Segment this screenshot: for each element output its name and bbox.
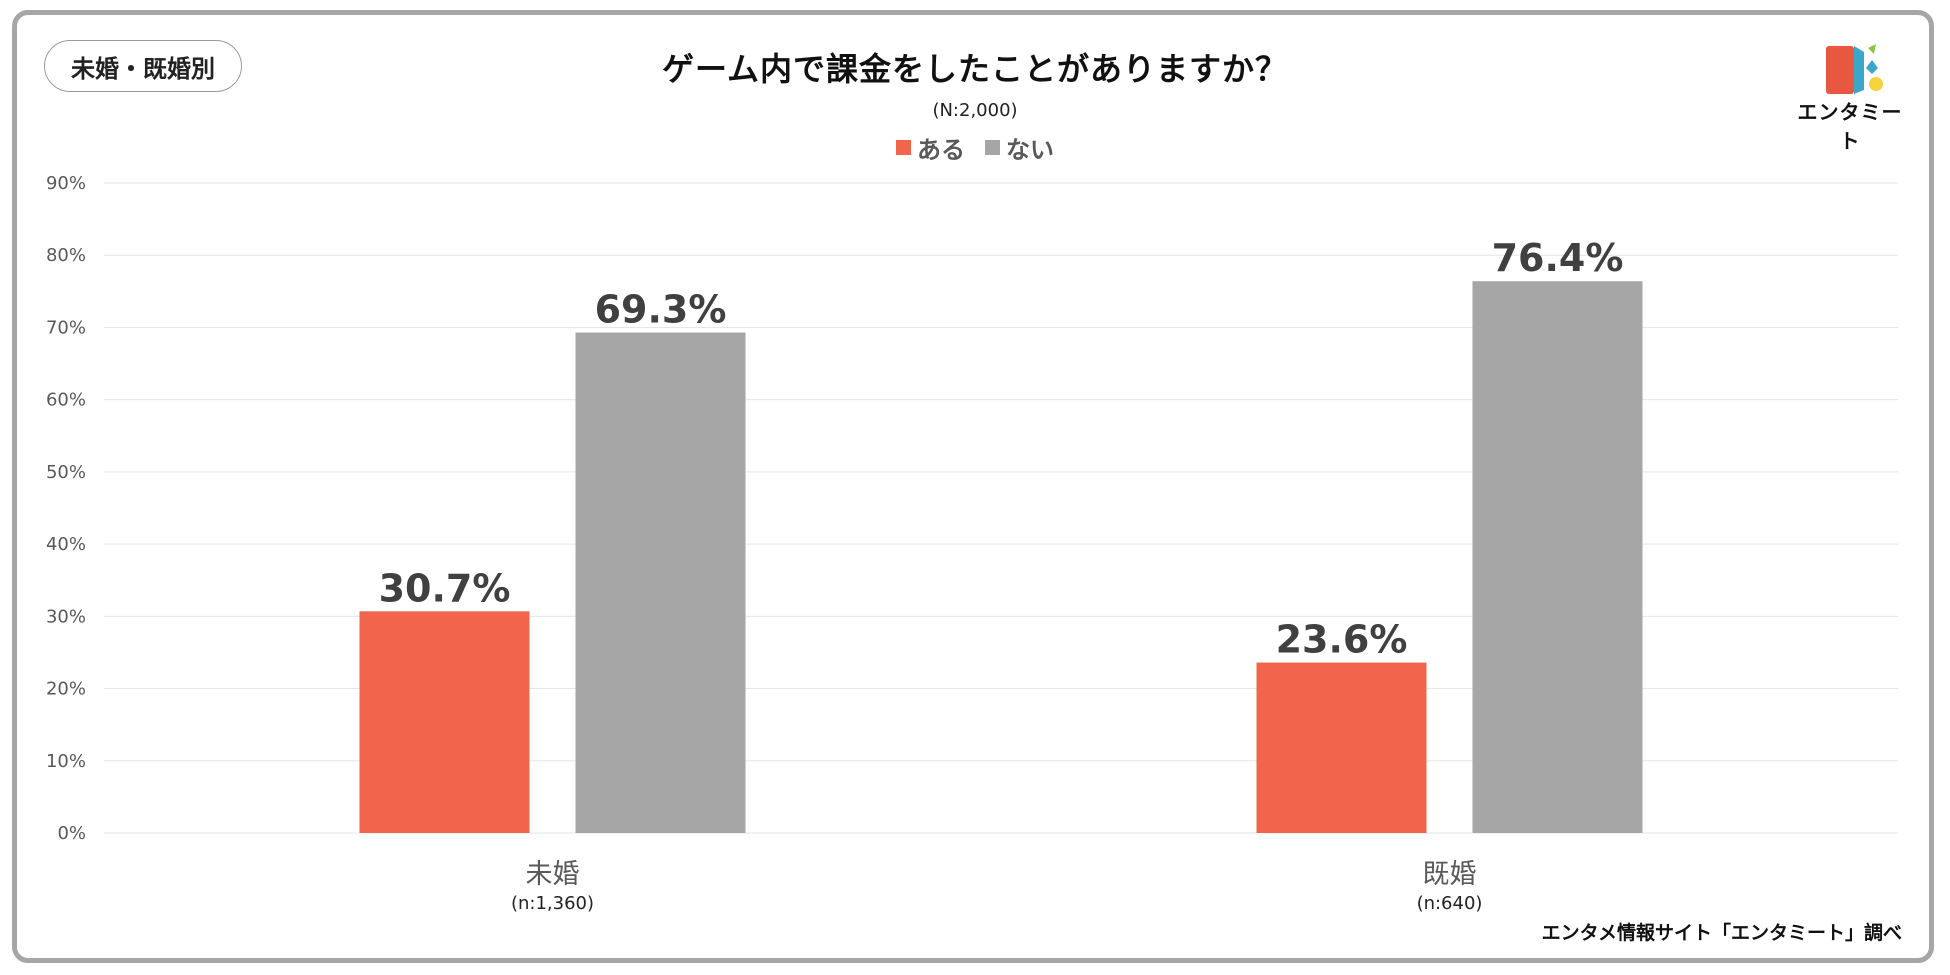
- bar: [1472, 281, 1643, 833]
- legend-swatch-aru: [896, 140, 911, 155]
- bar: [1256, 662, 1427, 833]
- chart-title: ゲーム内で課金をしたことがありますか？: [661, 50, 1289, 88]
- legend-label-nai: ない: [1006, 136, 1054, 164]
- data-label: 69.3%: [595, 288, 727, 332]
- category-label: 既婚: [1423, 859, 1477, 890]
- y-tick-label: 50%: [46, 462, 86, 483]
- legend-item-aru: ある: [896, 130, 965, 165]
- y-tick-label: 70%: [46, 317, 86, 338]
- y-tick-label: 40%: [46, 534, 86, 555]
- y-tick-label: 10%: [46, 751, 86, 772]
- y-tick-label: 30%: [46, 606, 86, 627]
- category-label: 未婚: [526, 859, 580, 890]
- bar: [575, 332, 746, 833]
- y-tick-label: 20%: [46, 679, 86, 700]
- legend-item-nai: ない: [985, 130, 1054, 165]
- legend: ある ない: [0, 130, 1950, 165]
- entamito-logo: エンタミート: [1790, 40, 1910, 153]
- category-sublabel: (n:640): [1417, 893, 1483, 914]
- data-label: 76.4%: [1492, 236, 1624, 280]
- segment-badge: 未婚・既婚別: [44, 40, 242, 92]
- source-note: エンタメ情報サイト「エンタミート」調べ: [1541, 922, 1902, 944]
- logo-text: エンタミート: [1797, 100, 1903, 153]
- chart-subtitle: (N:2,000): [932, 100, 1018, 121]
- bar: [359, 611, 530, 833]
- y-tick-label: 0%: [57, 823, 86, 844]
- data-label: 30.7%: [379, 566, 511, 610]
- logo-mark-icon: [1826, 44, 1883, 94]
- y-tick-label: 60%: [46, 390, 86, 411]
- data-label: 23.6%: [1276, 618, 1408, 662]
- legend-label-aru: ある: [917, 136, 965, 164]
- y-tick-label: 80%: [46, 245, 86, 266]
- y-tick-label: 90%: [46, 173, 86, 194]
- legend-swatch-nai: [985, 140, 1000, 155]
- category-sublabel: (n:1,360): [511, 893, 594, 914]
